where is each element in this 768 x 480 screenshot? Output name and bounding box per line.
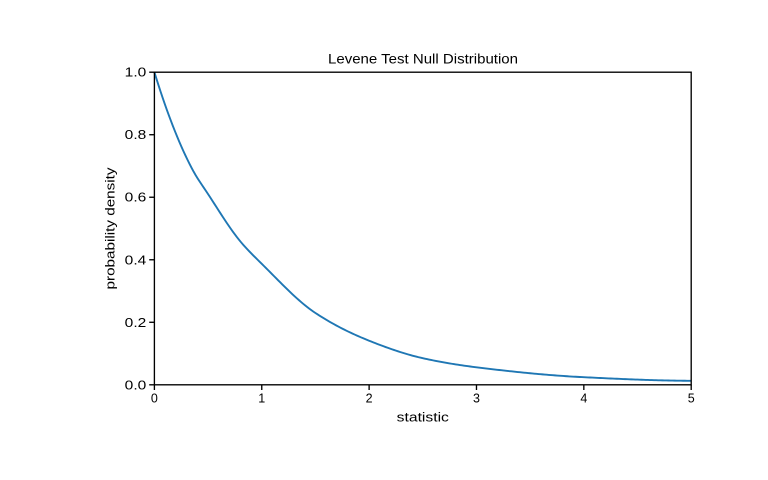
svg-text:1: 1 xyxy=(258,392,265,406)
svg-text:0: 0 xyxy=(151,392,158,406)
svg-text:0.6: 0.6 xyxy=(125,191,147,205)
svg-text:2: 2 xyxy=(366,392,373,406)
svg-text:0.0: 0.0 xyxy=(125,378,147,392)
svg-text:3: 3 xyxy=(473,392,480,406)
svg-text:probability density: probability density xyxy=(104,167,118,290)
svg-text:0.2: 0.2 xyxy=(125,316,147,330)
svg-text:4: 4 xyxy=(580,392,587,406)
svg-text:0.8: 0.8 xyxy=(125,128,147,142)
svg-text:statistic: statistic xyxy=(397,411,449,425)
svg-text:0.4: 0.4 xyxy=(125,253,147,267)
svg-text:5: 5 xyxy=(688,392,695,406)
svg-text:Levene Test Null Distribution: Levene Test Null Distribution xyxy=(328,51,518,66)
svg-text:1.0: 1.0 xyxy=(125,66,147,80)
